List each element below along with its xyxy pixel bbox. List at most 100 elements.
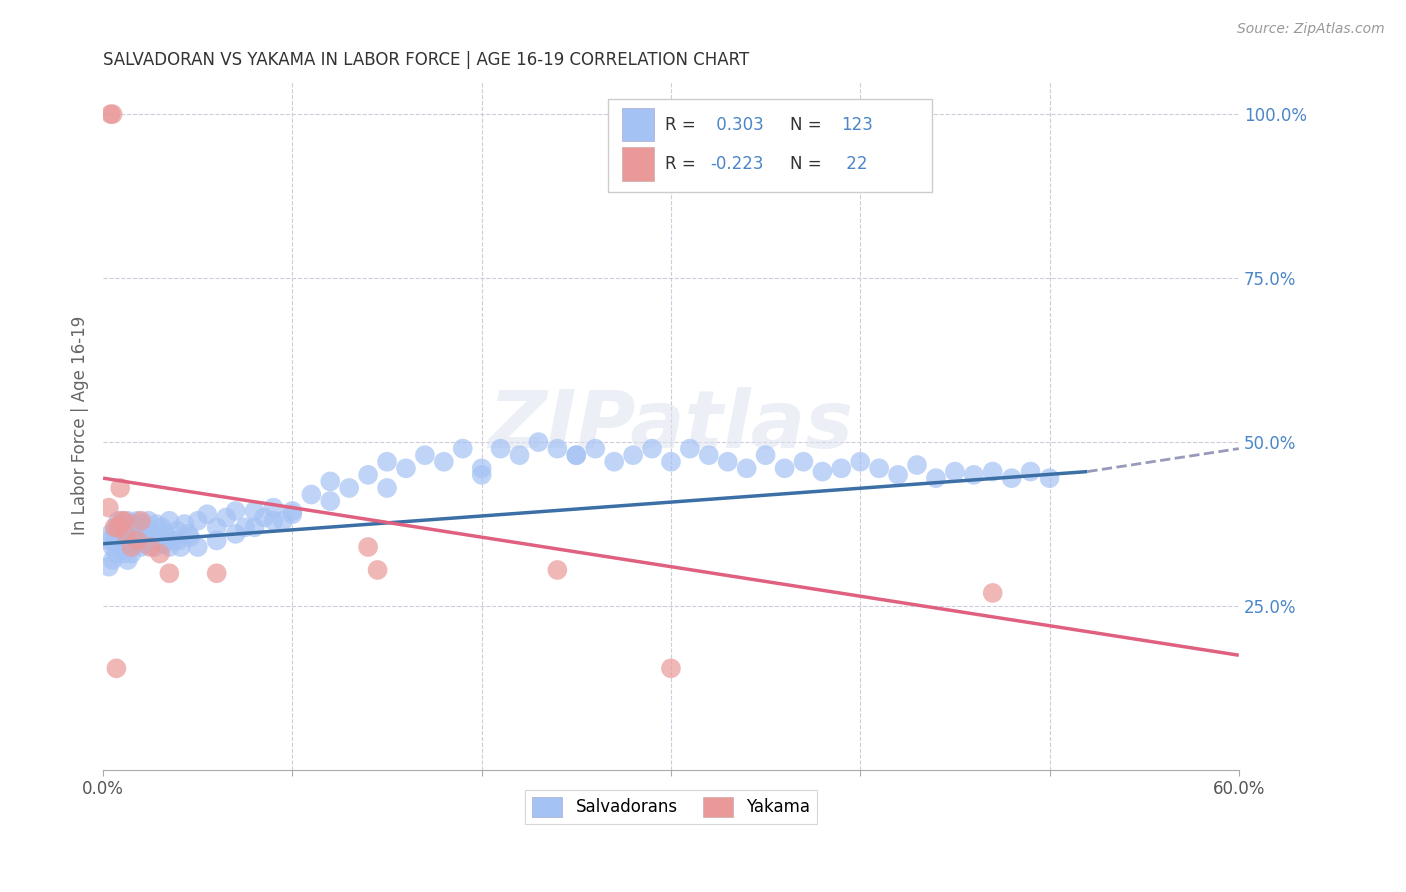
Text: R =: R =	[665, 116, 702, 134]
Point	[905, 458, 928, 472]
Point	[357, 467, 380, 482]
Point	[811, 465, 834, 479]
Point	[157, 514, 180, 528]
Point	[565, 448, 588, 462]
Point	[122, 530, 145, 544]
Point	[150, 520, 173, 534]
Point	[243, 504, 266, 518]
Point	[112, 547, 135, 561]
Point	[105, 547, 128, 561]
Point	[117, 553, 139, 567]
Point	[253, 510, 276, 524]
Point	[179, 530, 201, 544]
Point	[263, 500, 285, 515]
Point	[103, 520, 125, 534]
Point	[115, 527, 138, 541]
Point	[735, 461, 758, 475]
Point	[101, 107, 124, 121]
Point	[167, 533, 190, 548]
Point	[509, 448, 531, 462]
Point	[337, 481, 360, 495]
Text: SALVADORAN VS YAKAMA IN LABOR FORCE | AGE 16-19 CORRELATION CHART: SALVADORAN VS YAKAMA IN LABOR FORCE | AG…	[103, 51, 749, 69]
Text: ZIPatlas: ZIPatlas	[488, 386, 853, 465]
Point	[546, 442, 568, 456]
Y-axis label: In Labor Force | Age 16-19: In Labor Force | Age 16-19	[72, 316, 89, 535]
Point	[205, 533, 228, 548]
Point	[215, 510, 238, 524]
Point	[149, 547, 172, 561]
Point	[118, 524, 141, 538]
Point	[195, 507, 218, 521]
Point	[117, 533, 139, 548]
Point	[319, 494, 342, 508]
Point	[112, 530, 135, 544]
Point	[187, 514, 209, 528]
Point	[127, 533, 149, 548]
Point	[108, 481, 131, 495]
Point	[981, 465, 1004, 479]
Point	[471, 467, 494, 482]
Point	[155, 527, 177, 541]
Legend: Salvadorans, Yakama: Salvadorans, Yakama	[526, 790, 817, 823]
Point	[127, 514, 149, 528]
Point	[129, 514, 152, 528]
Point	[121, 540, 143, 554]
Point	[107, 514, 129, 528]
Point	[108, 540, 131, 554]
Point	[162, 533, 184, 548]
Point	[375, 481, 398, 495]
Point	[205, 520, 228, 534]
Point	[115, 527, 138, 541]
Text: N =: N =	[790, 116, 827, 134]
Point	[122, 520, 145, 534]
Point	[659, 661, 682, 675]
Point	[124, 537, 146, 551]
Point	[157, 540, 180, 554]
Point	[395, 461, 418, 475]
Point	[105, 661, 128, 675]
Point	[143, 540, 166, 554]
Point	[471, 461, 494, 475]
Point	[134, 520, 156, 534]
Point	[134, 537, 156, 551]
Point	[105, 520, 128, 534]
Bar	[621, 147, 654, 180]
Point	[103, 530, 125, 544]
Point	[97, 559, 120, 574]
Point	[413, 448, 436, 462]
Point	[792, 455, 814, 469]
Point	[132, 530, 155, 544]
Point	[963, 467, 986, 482]
Point	[1019, 465, 1042, 479]
Point	[281, 507, 304, 521]
Point	[489, 442, 512, 456]
Point	[659, 455, 682, 469]
Point	[565, 448, 588, 462]
Point	[101, 553, 124, 567]
Text: 22: 22	[841, 155, 868, 173]
Point	[451, 442, 474, 456]
Point	[170, 540, 193, 554]
Point	[105, 537, 128, 551]
Point	[925, 471, 948, 485]
Point	[981, 586, 1004, 600]
Point	[225, 527, 247, 541]
FancyBboxPatch shape	[609, 98, 932, 192]
Point	[139, 533, 162, 548]
Point	[139, 527, 162, 541]
Point	[367, 563, 389, 577]
Point	[97, 500, 120, 515]
Point	[583, 442, 606, 456]
Point	[233, 520, 256, 534]
Point	[152, 537, 174, 551]
Text: Source: ZipAtlas.com: Source: ZipAtlas.com	[1237, 22, 1385, 37]
Point	[603, 455, 626, 469]
Point	[243, 520, 266, 534]
Point	[100, 107, 122, 121]
Point	[271, 514, 294, 528]
Point	[546, 563, 568, 577]
Point	[173, 517, 195, 532]
Point	[97, 533, 120, 548]
Point	[117, 514, 139, 528]
Point	[129, 517, 152, 532]
